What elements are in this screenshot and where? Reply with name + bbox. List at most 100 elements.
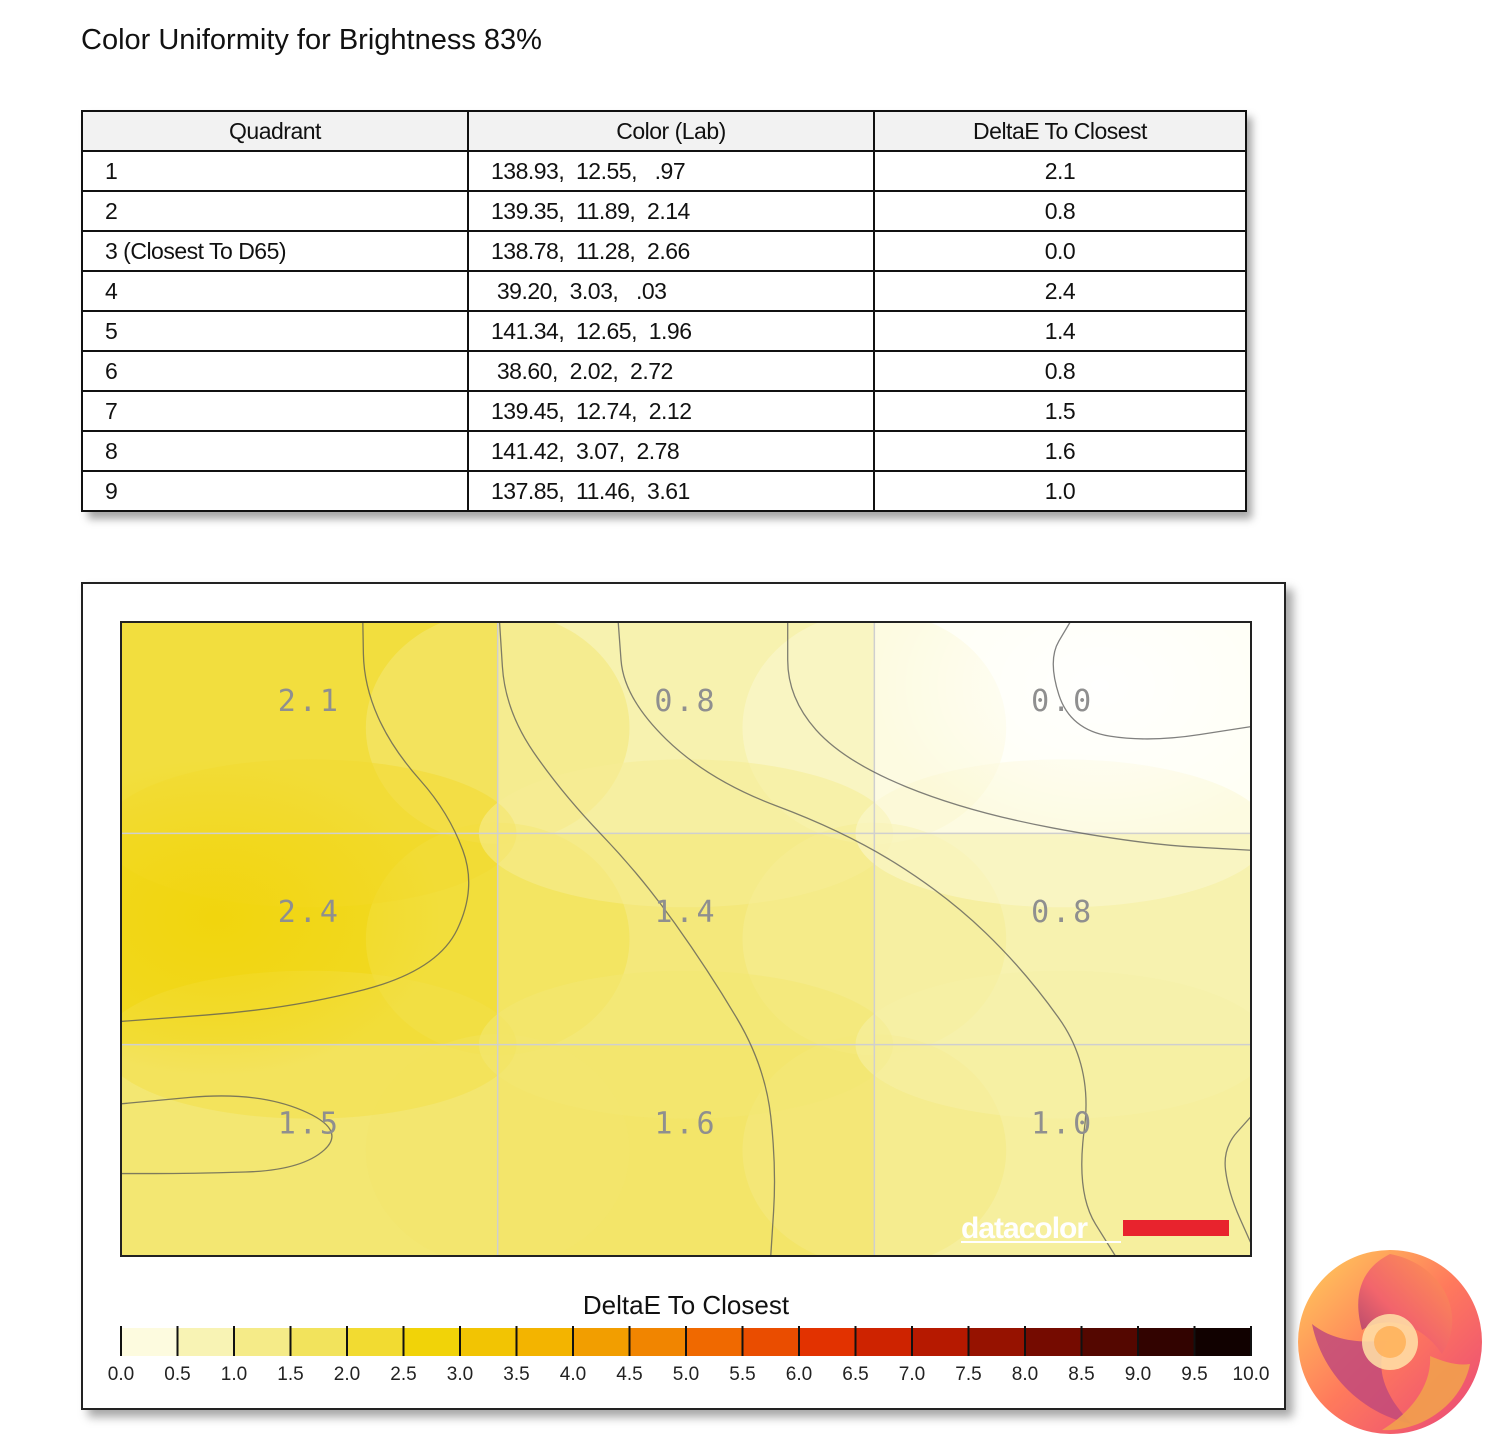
legend-swatch — [347, 1328, 404, 1356]
cell-value-label: 0.8 — [654, 684, 717, 719]
cell-value-label: 2.4 — [278, 895, 341, 930]
contour-line — [1224, 1116, 1251, 1244]
quadrant-cell: 9 — [81, 470, 469, 512]
quadrant-cell: 5 — [81, 310, 469, 352]
datacolor-watermark: datacolor — [961, 1212, 1229, 1245]
legend-tick-label: 0.5 — [164, 1364, 190, 1385]
legend-tick-label: 5.0 — [673, 1364, 699, 1385]
watermark-text: datacolor — [961, 1212, 1088, 1245]
quadrant-cell: 6 — [81, 350, 469, 392]
cell-value-label: 1.4 — [654, 895, 717, 930]
table-header-row: Quadrant Color (Lab) DeltaE To Closest — [81, 110, 1247, 152]
color-lab-cell: 138.78, 11.28, 2.66 — [467, 230, 875, 272]
deltae-cell: 2.1 — [873, 150, 1247, 192]
uniformity-table-wrapper: Quadrant Color (Lab) DeltaE To Closest 1… — [81, 110, 1247, 512]
watermark-bar — [1123, 1220, 1229, 1236]
legend-tick-label: 9.5 — [1181, 1364, 1207, 1385]
legend-swatch — [799, 1328, 856, 1356]
legend-swatch — [629, 1328, 687, 1356]
deltae-cell: 0.0 — [873, 230, 1247, 272]
legend-swatch — [177, 1328, 235, 1356]
heatmap-plot-area — [121, 622, 1251, 1256]
cell-value-label: 0.0 — [1031, 684, 1094, 719]
legend-swatch — [1138, 1328, 1195, 1356]
legend-swatch — [121, 1328, 178, 1356]
table-row: 6 38.60, 2.02, 2.72 0.8 — [81, 350, 1247, 392]
legend-swatch — [742, 1328, 800, 1356]
cell-value-label: 1.5 — [278, 1106, 341, 1141]
uniformity-chart: 2.1 0.8 0.0 2.4 1.4 0.8 1.5 1.6 1.0 datacolor De… — [108, 621, 1270, 1385]
legend-swatch — [686, 1328, 743, 1356]
quadrant-cell: 2 — [81, 190, 469, 232]
quadrant-cell: 7 — [81, 390, 469, 432]
color-scale-legend: 0.0 0.5 1.0 1.5 2.0 2.5 3.0 3.5 4.0 4.5 5.0 5.5 6.0 6… — [108, 1326, 1270, 1385]
legend-swatch — [403, 1328, 461, 1356]
table-row: 1 138.93, 12.55, .97 2.1 — [81, 150, 1247, 192]
legend-tick-label: 9.0 — [1125, 1364, 1151, 1385]
color-lab-cell: 39.20, 3.03, .03 — [467, 270, 875, 312]
cell-value-label: 1.6 — [654, 1106, 717, 1141]
legend-tick-label: 6.0 — [786, 1364, 812, 1385]
deltae-cell: 1.0 — [873, 470, 1247, 512]
column-header-deltae: DeltaE To Closest — [873, 110, 1247, 152]
deltae-cell: 1.6 — [873, 430, 1247, 472]
legend-tick-label: 1.0 — [221, 1364, 247, 1385]
quadrant-cell: 8 — [81, 430, 469, 472]
color-lab-cell: 137.85, 11.46, 3.61 — [467, 470, 875, 512]
legend-swatch — [1025, 1328, 1082, 1356]
color-lab-cell: 141.34, 12.65, 1.96 — [467, 310, 875, 352]
legend-title: DeltaE To Closest — [583, 1290, 790, 1320]
table-row: 2 139.35, 11.89, 2.14 0.8 — [81, 190, 1247, 232]
quadrant-cell: 1 — [81, 150, 469, 192]
legend-tick-label: 5.5 — [729, 1364, 755, 1385]
kitguru-logo-icon — [1298, 1250, 1482, 1434]
deltae-cell: 2.4 — [873, 270, 1247, 312]
legend-tick-label: 2.0 — [334, 1364, 360, 1385]
cell-value-label: 1.0 — [1031, 1106, 1094, 1141]
legend-tick-label: 7.0 — [899, 1364, 925, 1385]
legend-tick-label: 7.5 — [955, 1364, 981, 1385]
uniformity-table: Quadrant Color (Lab) DeltaE To Closest 1… — [81, 110, 1247, 512]
table-row: 7 139.45, 12.74, 2.12 1.5 — [81, 390, 1247, 432]
legend-tick-label: 1.5 — [277, 1364, 303, 1385]
cell-value-labels: 2.1 0.8 0.0 2.4 1.4 0.8 1.5 1.6 1.0 — [278, 684, 1094, 1142]
contour-line — [121, 1095, 333, 1175]
color-lab-cell: 139.35, 11.89, 2.14 — [467, 190, 875, 232]
legend-swatch — [1081, 1328, 1139, 1356]
page-title: Color Uniformity for Brightness 83% — [81, 24, 542, 56]
legend-swatch — [855, 1328, 913, 1356]
table-body: 1 138.93, 12.55, .97 2.1 2 139.35, 11.89, 2.… — [81, 150, 1247, 512]
color-lab-cell: 139.45, 12.74, 2.12 — [467, 390, 875, 432]
deltae-cell: 0.8 — [873, 350, 1247, 392]
deltae-cell: 0.8 — [873, 190, 1247, 232]
legend-swatch — [968, 1328, 1026, 1356]
legend-tick-label: 6.5 — [842, 1364, 868, 1385]
legend-swatch — [234, 1328, 291, 1356]
legend-tick-label: 4.0 — [560, 1364, 586, 1385]
table-row: 4 39.20, 3.03, .03 2.4 — [81, 270, 1247, 312]
quadrant-cell: 3 (Closest To D65) — [81, 230, 469, 272]
legend-swatch — [1194, 1328, 1252, 1356]
legend-swatch — [573, 1328, 630, 1356]
table-row: 8 141.42, 3.07, 2.78 1.6 — [81, 430, 1247, 472]
deltae-cell: 1.5 — [873, 390, 1247, 432]
deltae-cell: 1.4 — [873, 310, 1247, 352]
legend-tick-label: 3.5 — [503, 1364, 529, 1385]
contour-line — [617, 622, 1116, 1256]
contour-line — [787, 622, 1251, 851]
heatmap-max-glow — [121, 759, 442, 1077]
color-lab-cell: 38.60, 2.02, 2.72 — [467, 350, 875, 392]
heatmap-min-glow — [874, 622, 1251, 844]
contour-line — [121, 622, 470, 1023]
legend-tick-label: 10.0 — [1233, 1364, 1270, 1385]
contour-line — [498, 622, 776, 1256]
legend-tick-label: 2.5 — [390, 1364, 416, 1385]
contour-line — [1052, 622, 1251, 740]
legend-tick-label: 8.5 — [1068, 1364, 1094, 1385]
cell-value-label: 0.8 — [1031, 895, 1094, 930]
legend-swatch — [516, 1328, 574, 1356]
legend-swatch — [912, 1328, 969, 1356]
legend-swatch — [290, 1328, 348, 1356]
legend-swatch — [460, 1328, 517, 1356]
legend-tick-label: 3.0 — [447, 1364, 473, 1385]
